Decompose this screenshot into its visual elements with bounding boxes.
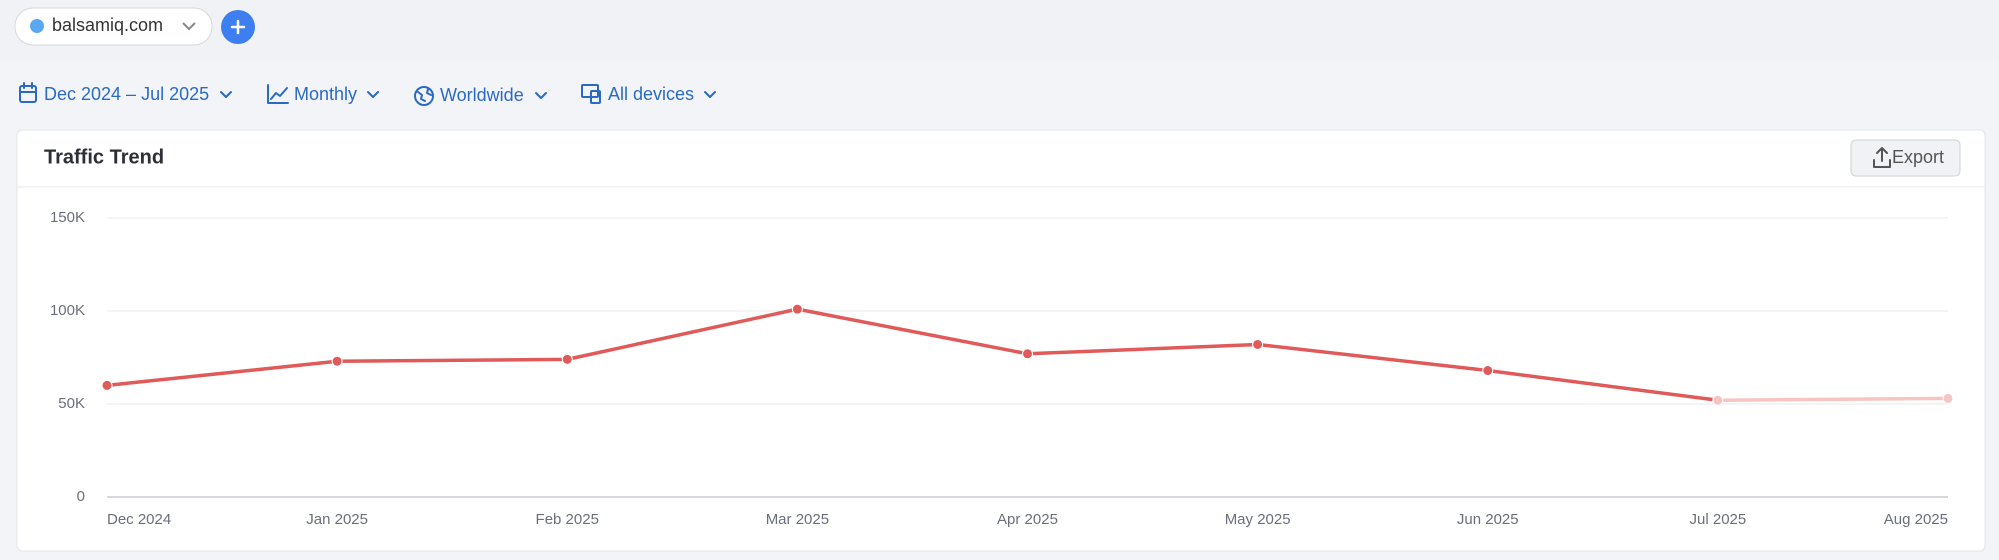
domain-pill[interactable] [14,7,213,46]
chevron [704,91,716,98]
period-filter[interactable]: Monthly [267,84,379,104]
y-tick-label: 150K [50,209,85,226]
x-tick-label: May 2025 [1225,511,1291,528]
globe-icon [414,86,434,106]
x-tick-label: Jan 2025 [306,511,368,528]
chevron [220,91,232,98]
date-filter[interactable]: Dec 2024 – Jul 2025 [19,82,232,104]
card [16,129,1986,552]
x-tick-label: Dec 2024 [107,511,171,528]
calendar-icon-detail [19,82,37,93]
filter-label[interactable]: All devices [608,84,694,104]
x-tick-label: Jun 2025 [1457,511,1519,528]
data-point [791,303,803,315]
chart-icon [267,84,289,104]
card-title: Traffic Trend [44,146,164,168]
x-tick-label: Apr 2025 [997,511,1058,528]
data-point [331,355,343,367]
export-label[interactable]: Export [1892,147,1944,167]
device-icon-detail [590,90,601,104]
globe-icon-detail [417,88,432,102]
data-point [1942,392,1954,404]
filter-label[interactable]: Monthly [294,84,357,104]
x-tick-label: Feb 2025 [536,511,599,528]
domain-dot [30,19,44,33]
filter-label[interactable]: Dec 2024 – Jul 2025 [44,84,209,104]
data-point [1712,394,1724,406]
export-button[interactable]: Export [1850,139,1961,177]
data-point [101,379,113,391]
y-tick-label: 50K [58,395,85,412]
add-button[interactable] [221,10,255,44]
region-filter[interactable]: Worldwide [414,85,547,106]
data-point [1482,365,1494,377]
plot: 0 50K 100K 150K Dec 2024 Jan 2025 Feb 2025 Mar … [50,209,1954,528]
chevron [182,22,196,31]
filter-label[interactable]: Worldwide [440,85,524,105]
data-point [1252,338,1264,350]
domain-name: balsamiq.com [52,15,163,35]
chevron [535,92,547,99]
x-tick-label: Jul 2025 [1690,511,1747,528]
y-tick-label: 100K [50,302,85,319]
top-bar [0,0,1999,62]
trend-line [106,307,1719,403]
domain-selector[interactable]: balsamiq.com [14,7,213,46]
add-icon [230,19,246,35]
trend-line [1717,396,1949,403]
data-point [1022,348,1033,360]
data-point [561,353,573,365]
calendar-icon [19,85,37,103]
device-filter[interactable]: All devices [581,84,716,104]
x-tick-label: Aug 2025 [1884,511,1948,528]
chevron [367,91,379,98]
x-tick-label: Mar 2025 [766,511,829,528]
y-tick-label: 0 [77,488,85,505]
export-icon [1873,147,1891,168]
